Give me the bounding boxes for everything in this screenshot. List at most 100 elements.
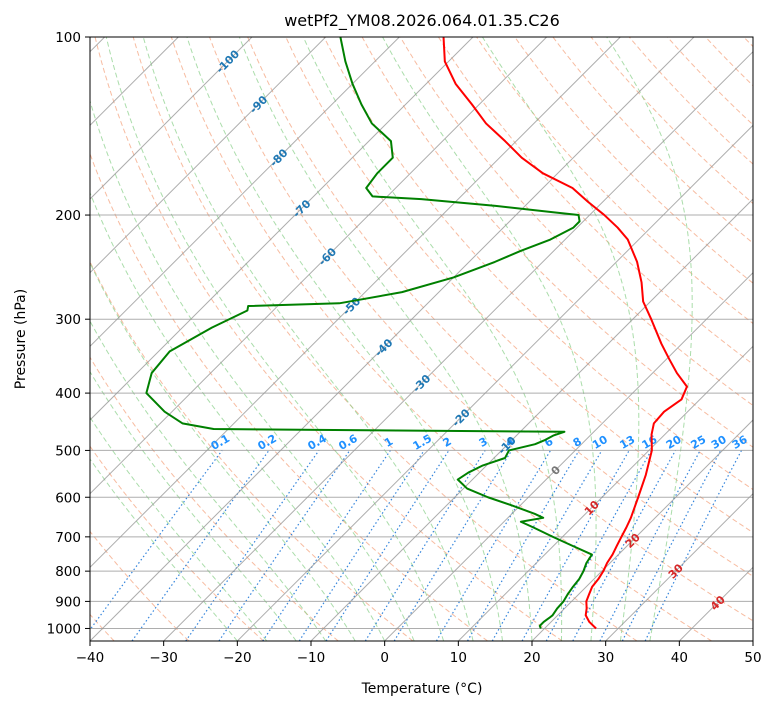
x-tick-label: 20 <box>523 650 540 666</box>
mixing-ratio-line <box>325 450 450 641</box>
y-tick-label: 700 <box>55 530 81 546</box>
isotherm-line <box>90 37 253 200</box>
y-tick-label: 500 <box>55 443 81 459</box>
isotherm-line <box>163 50 753 641</box>
moist-adiabats <box>90 37 693 641</box>
dry-adiabat-line <box>90 530 190 641</box>
dry-adiabat-line <box>399 37 753 407</box>
dry-adiabat-line <box>705 37 753 87</box>
moist-adiabat-line <box>606 37 693 641</box>
isotherm-label: 0 <box>549 463 564 478</box>
dry-adiabat-line <box>323 37 753 491</box>
y-tick-label: 1000 <box>47 621 81 637</box>
pressure-grid <box>90 37 753 629</box>
mixing-ratio-line <box>621 450 722 641</box>
isotherm-line <box>678 566 753 641</box>
mixing-ratio-label: 0.1 <box>209 432 232 453</box>
x-tick-label: −30 <box>149 650 178 666</box>
dry-adiabat-line <box>209 37 753 622</box>
y-tick-label: 200 <box>55 208 81 224</box>
dry-adiabat-line <box>247 37 753 577</box>
mixing-ratio-line <box>298 450 425 641</box>
mixing-ratio-label: 0.6 <box>336 432 360 453</box>
mixing-ratio-label: 36 <box>730 433 750 452</box>
x-tick-label: 40 <box>671 650 688 666</box>
mixing-ratio-line <box>393 450 513 641</box>
isotherm-line <box>90 37 548 495</box>
isotherm-line <box>90 37 327 274</box>
mixing-ratio-label: 16 <box>640 433 660 452</box>
mixing-ratio-line <box>262 450 391 641</box>
moist-adiabat-line <box>142 37 474 641</box>
isotherm-line <box>605 492 753 641</box>
mixing-ratio-label: 13 <box>618 433 638 452</box>
dewpoint-profile-line <box>145 37 593 629</box>
isotherm-label: -100 <box>214 47 243 76</box>
dry-adiabat-line <box>438 37 753 365</box>
x-tick-label: 10 <box>450 650 467 666</box>
moist-adiabat-line <box>481 37 640 641</box>
plot-area: 0.1 0.2 0.4 0.6 1 1.5 2 3 4 6 8 10 13 16 20 25 30 36-100-… <box>90 37 753 641</box>
mixing-ratio-line <box>466 450 580 641</box>
isotherm-line <box>90 37 621 569</box>
moist-adiabat-line <box>302 37 563 641</box>
mixing-ratio-lines <box>90 450 743 641</box>
mixing-ratio-line <box>185 450 320 641</box>
x-tick-label: 50 <box>744 650 761 666</box>
isotherm-label: -30 <box>410 372 433 395</box>
dry-adiabat-line <box>743 37 753 48</box>
moist-adiabat-line <box>90 191 386 641</box>
sounding-series <box>145 37 688 630</box>
dry-adiabat-line <box>90 356 339 641</box>
mixing-ratio-label: 25 <box>689 433 709 452</box>
x-tick-label: −10 <box>297 650 326 666</box>
chart-title: wetPf2_YM08.2026.064.01.35.C26 <box>284 11 560 31</box>
isotherm-line <box>90 37 695 641</box>
mixing-ratio-line <box>599 450 701 641</box>
mixing-ratio-line <box>644 450 743 641</box>
moist-adiabat-line <box>90 261 356 641</box>
mixing-ratio-label: 1 <box>382 435 395 450</box>
y-tick-label: 800 <box>55 564 81 580</box>
moist-adiabat-line <box>105 37 445 641</box>
dry-adiabat-line <box>90 152 488 641</box>
mixing-ratio-line <box>218 450 351 641</box>
mixing-ratio-label: 0.2 <box>256 432 279 453</box>
mixing-ratio-line <box>572 450 677 641</box>
dry-adiabat-line <box>170 37 712 641</box>
mixing-ratio-line <box>545 450 652 641</box>
x-axis-label: Temperature (°C) <box>361 681 483 697</box>
x-axis-ticks: −40 −30 −20 −10 0 10 20 30 40 50 <box>76 641 762 666</box>
plot-frame <box>89 36 754 642</box>
dry-adiabats <box>90 37 753 641</box>
y-tick-label: 100 <box>55 30 81 46</box>
isotherm-line <box>90 37 474 421</box>
mixing-ratio-label: 1.5 <box>411 432 434 453</box>
dry-adiabat-line <box>132 37 638 641</box>
y-axis-ticks: 100 200 300 400 500 600 700 800 900 1000 <box>47 30 90 637</box>
mixing-ratio-label: 0.4 <box>306 432 330 453</box>
y-tick-label: 300 <box>55 312 81 328</box>
isotherm-label: -60 <box>316 245 339 268</box>
dry-adiabat-line <box>514 37 753 284</box>
y-tick-label: 900 <box>55 594 81 610</box>
temperature-profile-line <box>442 37 688 630</box>
isotherm-line <box>531 419 753 641</box>
dry-adiabat-line <box>94 37 563 641</box>
moist-adiabat-line <box>90 416 268 641</box>
moist-adiabat-line <box>186 37 504 641</box>
moist-adiabat-line <box>382 37 597 641</box>
dry-adiabat-line <box>552 37 753 244</box>
isotherm-line <box>310 198 753 641</box>
isotherm-line <box>457 345 753 641</box>
dry-adiabat-line <box>590 37 753 205</box>
isotherm-label: -90 <box>247 93 270 116</box>
mixing-ratio-label: 10 <box>590 433 610 452</box>
isotherm-line <box>384 271 753 641</box>
y-axis-label: Pressure (hPa) <box>13 289 29 389</box>
x-tick-label: 0 <box>380 650 389 666</box>
moist-adiabat-line <box>90 320 327 641</box>
x-tick-label: −40 <box>76 650 105 666</box>
dry-adiabat-line <box>90 260 414 641</box>
